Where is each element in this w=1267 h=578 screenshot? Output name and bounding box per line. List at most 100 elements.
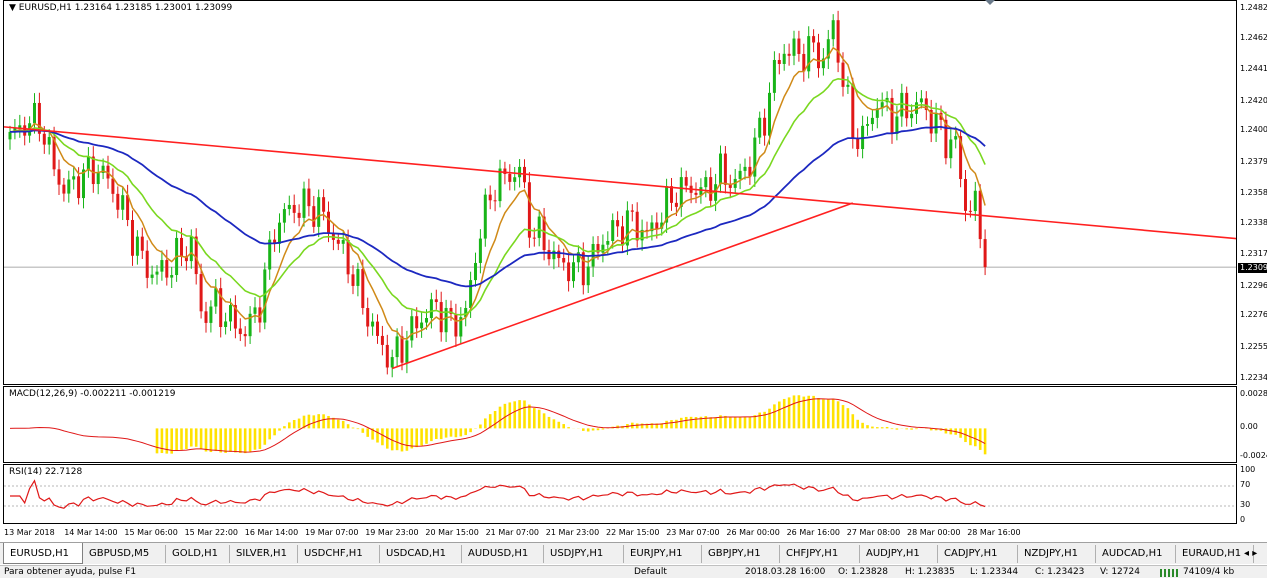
chart-shift-icon[interactable] <box>985 0 995 5</box>
candle <box>929 99 933 143</box>
chart-tab[interactable]: EURAUD,H1 <box>1176 545 1254 563</box>
candle <box>635 202 639 248</box>
candle <box>140 227 144 260</box>
candle <box>836 10 840 73</box>
candle <box>616 211 620 237</box>
status-profile[interactable]: Default <box>634 567 667 577</box>
candle <box>821 48 825 76</box>
candle <box>478 229 482 274</box>
candle <box>513 166 517 191</box>
candle <box>537 209 541 247</box>
rsi-pane[interactable]: RSI(14) 22.7128 <box>3 464 1237 524</box>
resistance-trendline <box>4 126 1236 240</box>
status-open: O: 1.23828 <box>838 567 889 577</box>
chart-tab[interactable]: USDCAD,H1 <box>380 545 462 563</box>
status-datetime: 2018.03.28 16:00 <box>745 567 826 577</box>
rsi-tick-label: 70 <box>1240 480 1251 489</box>
candle <box>336 233 340 251</box>
status-high: H: 1.23835 <box>905 567 955 577</box>
macd-chart[interactable] <box>4 387 1237 463</box>
candle <box>851 77 855 149</box>
ma-slow-line <box>9 125 986 288</box>
candle <box>704 170 708 198</box>
candle <box>135 230 139 265</box>
candle <box>82 163 85 209</box>
price-tick-label: 1.2358 <box>1240 188 1267 197</box>
candle <box>591 236 595 277</box>
chart-tab[interactable]: USDCHF,H1 <box>298 545 380 563</box>
candle <box>915 91 918 124</box>
chart-tab[interactable]: AUDJPY,H1 <box>860 545 938 563</box>
chart-tab[interactable]: USDJPY,H1 <box>544 545 624 563</box>
chart-tab[interactable]: AUDCAD,H1 <box>1096 545 1176 563</box>
candle <box>155 265 159 285</box>
status-low: L: 1.23344 <box>970 567 1019 577</box>
time-tick-label: 15 Mar 22:00 <box>184 528 239 537</box>
candle <box>856 128 860 157</box>
candle <box>33 93 36 134</box>
candle <box>420 312 424 338</box>
candle <box>694 182 698 204</box>
candle <box>243 326 247 347</box>
candle <box>57 159 61 196</box>
chart-tab[interactable]: GBPUSD,M5 <box>83 545 166 563</box>
candle <box>126 184 130 227</box>
candle <box>346 229 350 284</box>
chart-tab[interactable]: CHFJPY,H1 <box>780 545 860 563</box>
candle <box>380 325 384 356</box>
main-chart-pane[interactable]: ▼ EURUSD,H1 1.23164 1.23185 1.23001 1.23… <box>3 0 1237 385</box>
tab-scroll-icon[interactable]: ◂ ▸ <box>1244 548 1258 559</box>
chart-tab[interactable]: SILVER,H1 <box>230 545 298 563</box>
candle <box>165 249 169 286</box>
time-tick-label: 19 Mar 23:00 <box>365 528 419 537</box>
price-tick-label: 1.2379 <box>1240 156 1267 166</box>
candle <box>763 108 767 146</box>
time-tick-label: 13 Mar 2018 <box>4 528 55 537</box>
time-tick-label: 28 Mar 16:00 <box>967 528 1021 537</box>
candle <box>905 86 909 127</box>
candle <box>199 263 203 319</box>
macd-pane[interactable]: MACD(12,26,9) -0.002211 -0.001219 <box>3 386 1237 463</box>
candle <box>910 104 914 128</box>
candle <box>253 297 257 324</box>
candle <box>782 44 786 71</box>
status-bar: Para obtener ayuda, pulse F1 Default 201… <box>0 565 1267 578</box>
candle <box>709 167 713 207</box>
time-axis[interactable]: 13 Mar 2018 14 Mar 14:00 15 Mar 06:00 15 Ma… <box>0 525 1267 541</box>
candle <box>665 178 669 233</box>
candle <box>797 30 801 62</box>
price-tick-label: 1.2462 <box>1240 32 1267 42</box>
candle <box>870 109 874 131</box>
candle <box>317 189 321 238</box>
candle <box>459 307 463 345</box>
time-tick-label: 21 Mar 07:00 <box>485 528 540 537</box>
candle <box>562 248 566 271</box>
chart-tab[interactable]: CADJPY,H1 <box>938 545 1018 563</box>
time-tick-label: 16 Mar 14:00 <box>244 528 299 537</box>
chart-tab[interactable]: NZDJPY,H1 <box>1018 545 1096 563</box>
price-tick-label: 1.2420 <box>1240 95 1267 105</box>
candle <box>439 291 443 342</box>
price-chart[interactable] <box>4 1 1237 385</box>
candle <box>866 116 869 136</box>
chart-tab[interactable]: EURJPY,H1 <box>624 545 702 563</box>
candle <box>542 207 546 261</box>
chart-tab-bar: EURUSD,H1 GBPUSD,M5 GOLD,H1 SILVER,H1 USDCHF… <box>0 542 1267 564</box>
candle <box>983 229 987 276</box>
candle <box>233 295 237 339</box>
rsi-chart[interactable] <box>4 465 1237 524</box>
price-tick-label: 1.2400 <box>1240 125 1267 135</box>
ma-mid-line <box>9 77 986 316</box>
candle <box>150 265 154 285</box>
candle <box>263 262 267 330</box>
chart-tab[interactable]: AUDUSD,H1 <box>462 545 544 563</box>
candle <box>385 334 389 375</box>
candle <box>621 215 624 253</box>
chart-tab[interactable]: GBPJPY,H1 <box>702 545 780 563</box>
time-tick-label: 23 Mar 07:00 <box>666 528 720 537</box>
chart-tab[interactable]: GOLD,H1 <box>166 545 230 563</box>
chart-tab[interactable]: EURUSD,H1 <box>3 543 83 564</box>
candle <box>312 195 316 233</box>
status-traffic: 74109/4 kb <box>1183 567 1235 577</box>
candle <box>248 306 252 344</box>
